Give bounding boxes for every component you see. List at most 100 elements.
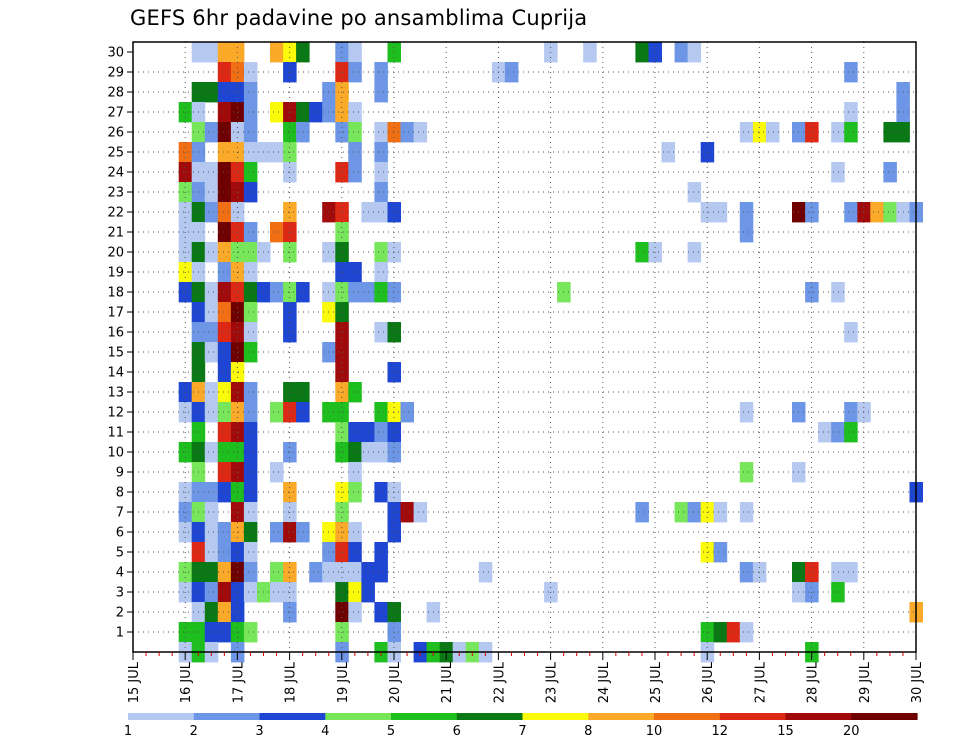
colorbar-swatch (588, 713, 655, 720)
heatmap-cell (374, 422, 388, 443)
heatmap-cell (348, 102, 362, 123)
heatmap-cell (348, 422, 362, 443)
heatmap-cell (270, 222, 284, 243)
heatmap-cell (217, 82, 232, 103)
heatmap-cell (217, 322, 232, 343)
heatmap-cell (883, 122, 897, 143)
heatmap-cell (243, 322, 258, 343)
heatmap-cell (374, 322, 388, 343)
heatmap-cell (296, 122, 310, 143)
heatmap-cell (243, 222, 258, 243)
heatmap-cell (713, 542, 728, 563)
heatmap-cell (374, 142, 388, 163)
heatmap-cell (204, 162, 219, 183)
heatmap-cell (348, 582, 362, 603)
heatmap-cell (739, 122, 754, 143)
heatmap-cell (348, 262, 362, 283)
heatmap-cell (348, 562, 362, 583)
heatmap-cell (844, 562, 858, 583)
heatmap-cell (243, 442, 258, 463)
heatmap-cell (348, 602, 362, 623)
y-tick-label: 6 (116, 526, 124, 541)
heatmap-cell (739, 502, 754, 523)
heatmap-cell (217, 542, 232, 563)
heatmap-cell (243, 562, 258, 583)
heatmap-cell (204, 482, 219, 503)
heatmap-cell (270, 562, 284, 583)
heatmap-cell (270, 142, 284, 163)
heatmap-cell (204, 382, 219, 403)
heatmap-cell (296, 382, 310, 403)
heatmap-cell (243, 402, 258, 423)
heatmap-cell (217, 602, 232, 623)
heatmap-cell (831, 282, 845, 303)
heatmap-cell (243, 342, 258, 363)
heatmap-cell (243, 522, 258, 543)
heatmap-cell (243, 382, 258, 403)
colorbar-label: 10 (646, 724, 663, 739)
colorbar-label: 4 (321, 724, 329, 739)
heatmap-cell (348, 482, 362, 503)
y-tick-label: 11 (107, 426, 124, 441)
heatmap-cell (635, 242, 649, 263)
heatmap-cell (374, 482, 388, 503)
heatmap-cell (348, 442, 362, 463)
colorbar-swatch (851, 713, 918, 720)
heatmap-cell (831, 582, 845, 603)
y-tick-label: 1 (116, 626, 124, 641)
heatmap-cell (243, 282, 258, 303)
x-tick-label: 16 JUL (179, 661, 194, 703)
heatmap-cell (348, 282, 362, 303)
y-tick-label: 28 (107, 86, 124, 101)
y-tick-label: 17 (107, 306, 124, 321)
y-tick-label: 7 (116, 506, 124, 521)
heatmap-cell (217, 362, 232, 383)
y-tick-label: 3 (116, 586, 124, 601)
heatmap-cell (400, 122, 414, 143)
heatmap-cell (204, 342, 219, 363)
heatmap-cell (243, 262, 258, 283)
x-tick-label: 25 JUL (649, 661, 664, 703)
colorbar-swatch (325, 713, 392, 720)
colorbar-label: 6 (453, 724, 461, 739)
heatmap-cell (583, 42, 597, 63)
heatmap-cell (348, 62, 362, 83)
heatmap-cell (844, 62, 858, 83)
heatmap-cell (270, 462, 284, 483)
heatmap-cell (883, 162, 897, 183)
heatmap-cell (204, 322, 219, 343)
heatmap-cell (374, 442, 388, 463)
heatmap-cell (217, 402, 232, 423)
heatmap-cell (713, 622, 728, 643)
heatmap-cell (217, 142, 232, 163)
heatmap-cell (217, 382, 232, 403)
heatmap-cell (243, 102, 258, 123)
x-tick-label: 26 JUL (701, 661, 716, 703)
heatmap-cell (296, 42, 310, 63)
heatmap-cell (217, 162, 232, 183)
heatmap-cell (296, 522, 310, 543)
plot-grid (133, 42, 916, 652)
heatmap-cell (478, 562, 493, 583)
heatmap-cell (739, 622, 754, 643)
heatmap-cell (204, 442, 219, 463)
heatmap-cell (739, 222, 754, 243)
y-tick-label: 30 (107, 46, 124, 61)
heatmap-cell (348, 42, 362, 63)
heatmap-cell (739, 462, 754, 483)
heatmap-cell (739, 562, 754, 583)
heatmap-cell (217, 562, 232, 583)
heatmap-cell (635, 502, 649, 523)
x-tick-label: 28 JUL (806, 661, 821, 703)
heatmap-cell (270, 102, 284, 123)
heatmap-cell (217, 442, 232, 463)
heatmap-cell (674, 42, 689, 63)
heatmap-cell (217, 202, 232, 223)
heatmap-cell (374, 122, 388, 143)
heatmap-cell (243, 162, 258, 183)
heatmap-cell (844, 402, 858, 423)
heatmap-cell (217, 222, 232, 243)
colorbar-swatch (522, 713, 589, 720)
y-tick-label: 22 (107, 206, 124, 221)
heatmap-cell (204, 622, 219, 643)
